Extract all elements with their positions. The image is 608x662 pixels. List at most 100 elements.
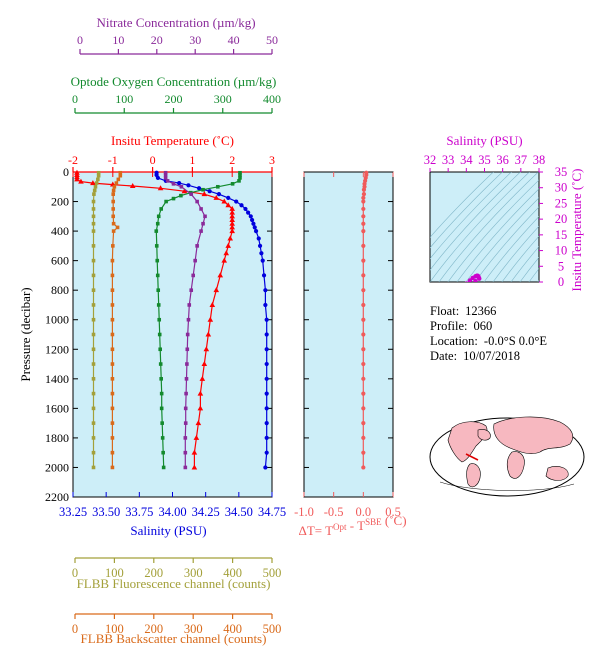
backscatter-point: [110, 436, 115, 440]
delta-t-panel-frame: [303, 171, 394, 498]
backscatter-point: [110, 288, 115, 292]
main-panel-frame: [72, 171, 273, 498]
map-land: [545, 466, 569, 481]
pressure-axis-label: Pressure (decibar): [18, 287, 33, 381]
nitrate-tick-label: 10: [112, 33, 124, 47]
salinity-point: [260, 258, 265, 263]
temperature-point: [225, 202, 232, 208]
density-isoline: [510, 246, 539, 282]
backscatter-point: [110, 377, 115, 381]
backscatter-point: [112, 184, 117, 189]
density-isoline: [430, 172, 530, 282]
density-isoline: [528, 268, 539, 282]
temperature-point: [78, 178, 84, 184]
nitrate-point: [171, 182, 176, 186]
oxygen-point: [158, 362, 163, 366]
backscatter-point: [115, 225, 120, 230]
fluorescence-point: [94, 181, 99, 185]
fluorescence-point: [91, 347, 96, 352]
temperature-axis-title: Insitu Temperature (˚C): [111, 133, 234, 148]
nitrate-tick-label: 0: [77, 33, 83, 47]
backscatter-point: [110, 406, 115, 411]
salinity-point: [264, 406, 269, 411]
delta-t-tick-label: -0.5: [324, 505, 344, 519]
map-land: [477, 429, 491, 441]
salinity-point: [155, 175, 161, 181]
nitrate-point: [185, 332, 190, 337]
temperature-point: [225, 242, 232, 248]
delta-t-point: [361, 317, 366, 322]
salinity-point: [264, 317, 269, 322]
backscatter-series: [110, 170, 123, 470]
oxygen-point: [238, 173, 242, 177]
nitrate-point: [165, 179, 170, 183]
temperature-point: [229, 209, 235, 215]
temperature-point: [221, 198, 228, 204]
delta-t-point: [361, 376, 366, 381]
date-label: Date:: [430, 349, 458, 363]
pressure-tick-label: 2200: [45, 490, 69, 504]
salinity-series: [154, 170, 269, 470]
delta-t-tick-label: 0.5: [385, 505, 401, 519]
salinity-point: [264, 435, 269, 441]
ts-point: [473, 278, 478, 282]
oxygen-tick-label: 400: [263, 92, 281, 106]
fluorescence-point: [91, 450, 96, 455]
temperature-axis: -2 -1 0 1 2 3 Insitu Temperature (˚C): [68, 133, 275, 173]
delta-t-point: [361, 391, 366, 396]
delta-t-point: [361, 192, 367, 197]
nitrate-point: [187, 303, 192, 307]
oxygen-point: [159, 406, 164, 411]
nitrate-point: [195, 199, 199, 204]
fluorescence-point: [91, 288, 96, 292]
backscatter-point: [110, 362, 115, 366]
oxygen-tick-label: 300: [214, 92, 232, 106]
nitrate-point: [199, 207, 203, 211]
salinity-point: [246, 210, 251, 215]
delta-t-title-part: SBE: [365, 517, 382, 527]
fluorescence-line: [92, 172, 100, 468]
nitrate-point: [163, 176, 168, 180]
delta-t-series: [361, 170, 369, 470]
nitrate-point: [184, 377, 189, 381]
backscatter-point: [110, 258, 115, 263]
backscatter-point: [116, 177, 121, 182]
temperature-point: [205, 331, 212, 337]
temperature-point: [199, 375, 206, 381]
backscatter-tick-label: 400: [223, 622, 242, 636]
oxygen-point: [156, 214, 161, 219]
map-land: [506, 451, 525, 479]
temperature-point: [191, 449, 198, 455]
delta-t-point: [361, 435, 366, 441]
fluorescence-point: [91, 332, 96, 337]
backscatter-tick-label: 100: [105, 622, 124, 636]
pressure-tick-label: 600: [51, 254, 69, 268]
nitrate-axis: 0 10 20 30 40 50 Nitrate Concentration (µm/kg): [77, 15, 278, 55]
delta-t-point: [361, 221, 366, 226]
fluorescence-point: [91, 362, 96, 366]
fluorescence-tick-label: 500: [263, 566, 282, 580]
temperature-point: [74, 176, 80, 182]
temperature-point: [229, 224, 235, 230]
ts-salinity-title: Salinity (PSU): [446, 133, 522, 148]
oxygen-point: [157, 332, 162, 337]
backscatter-point: [111, 192, 116, 196]
delta-t-chart: -1.0 -0.5 0.0 0.5ΔT= TOpt - TSBE (˚C): [294, 170, 407, 538]
ts-temperature-tick-label: 25: [555, 196, 568, 210]
fluorescence-tick-label: 100: [105, 566, 124, 580]
oxygen-point: [238, 176, 242, 180]
oxygen-point: [201, 187, 205, 192]
nitrate-point: [185, 347, 190, 352]
delta-t-point: [361, 199, 366, 204]
temperature-point: [229, 217, 235, 223]
nitrate-series: [163, 170, 207, 470]
oxygen-point: [216, 184, 220, 189]
salinity-point: [196, 186, 202, 191]
backscatter-point: [111, 188, 116, 193]
pressure-tick-label: 1400: [45, 372, 69, 386]
density-isoline: [483, 216, 539, 282]
ts-salinity-tick-label: 32: [424, 153, 437, 167]
temperature-tick-label: -2: [68, 153, 78, 167]
delta-t-point: [361, 450, 366, 455]
